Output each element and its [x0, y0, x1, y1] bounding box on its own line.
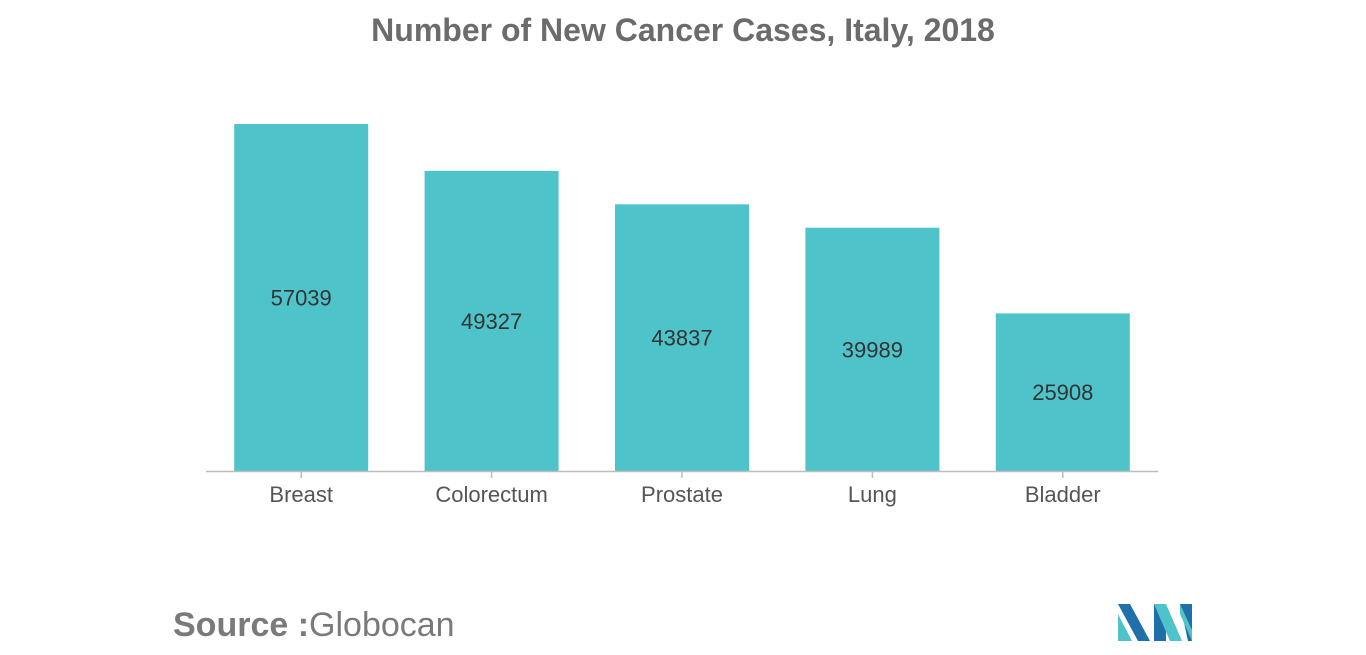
category-label-breast: Breast: [269, 482, 333, 507]
mordor-intelligence-logo-icon: [1118, 604, 1192, 641]
value-label-colorectum: 49327: [461, 309, 522, 334]
category-label-lung: Lung: [848, 482, 897, 507]
bar-prostate: [615, 204, 749, 471]
source-value: Globocan: [309, 606, 455, 644]
bar-chart: Breast Colorectum Prostate Lung Bladder 5703…: [206, 124, 1158, 507]
source-label: Source :: [173, 606, 310, 644]
value-label-prostate: 43837: [651, 326, 712, 351]
value-label-bladder: 25908: [1032, 380, 1093, 405]
value-label-lung: 39989: [842, 337, 903, 362]
bar-colorectum: [424, 170, 559, 472]
bar-lung: [805, 227, 940, 471]
source-note: Source :Globocan: [173, 606, 455, 645]
bar-breast: [234, 124, 369, 471]
x-ticks-group: [300, 471, 1064, 478]
category-label-prostate: Prostate: [641, 482, 723, 507]
bars-group: [234, 124, 1130, 472]
value-label-breast: 57039: [271, 286, 332, 311]
category-label-bladder: Bladder: [1025, 482, 1101, 507]
chart-title: Number of New Cancer Cases, Italy, 2018: [371, 12, 995, 48]
category-label-colorectum: Colorectum: [435, 482, 547, 507]
category-labels-group: Breast Colorectum Prostate Lung Bladder: [269, 482, 1100, 507]
bar-bladder: [995, 313, 1130, 471]
value-labels-group: 57039 49327 43837 39989 25908: [271, 286, 1094, 406]
